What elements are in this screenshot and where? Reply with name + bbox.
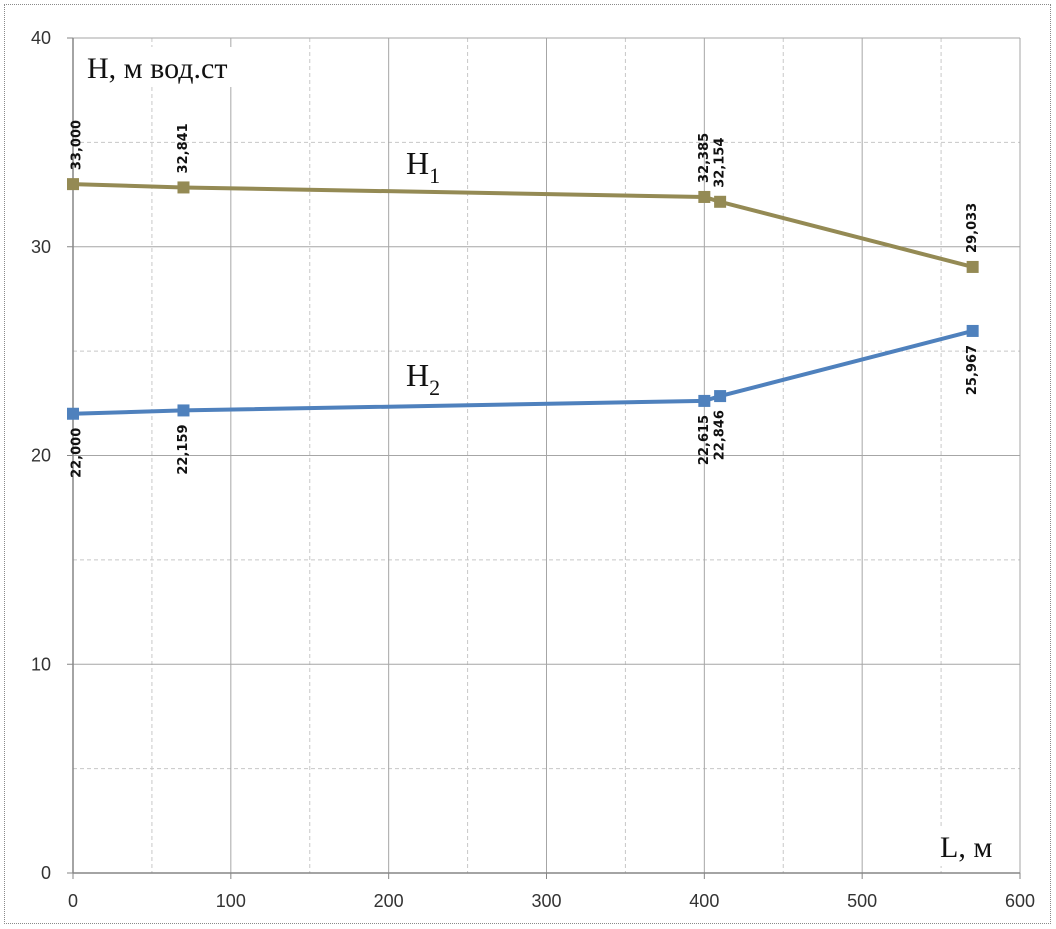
y-tick-label: 30 [31, 237, 51, 257]
x-tick-label: 400 [689, 891, 719, 911]
y-tick-label: 20 [31, 446, 51, 466]
series-h1-name: H1 [406, 145, 440, 188]
data-label-h1: 32,154 [713, 138, 728, 188]
series-lines [72, 182, 974, 416]
x-tick-labels: 0 100 200 300 400 500 600 [68, 891, 1035, 911]
data-point-h2 [698, 394, 711, 407]
data-point-h1 [966, 260, 979, 273]
y-axis-title-bg [82, 47, 272, 87]
x-axis-title: L, м [940, 831, 992, 864]
data-label-h2: 22,000 [70, 428, 85, 478]
data-point-h2 [966, 324, 979, 337]
series-h1-name-bg [401, 145, 449, 185]
data-label-h1: 32,841 [176, 123, 191, 173]
series-h2-name-bg [401, 357, 449, 401]
x-tick-label: 200 [374, 891, 404, 911]
data-point-h1 [67, 178, 79, 191]
y-tick-labels: 0 10 20 30 40 [31, 28, 51, 883]
x-tick-label: 600 [1005, 891, 1035, 911]
axes [67, 37, 1021, 879]
series-line-h1 [72, 182, 974, 269]
data-point-h2 [714, 390, 727, 403]
data-label-h2: 22,615 [697, 415, 712, 465]
y-tick-label: 40 [31, 28, 51, 48]
data-label-h2: 22,846 [713, 410, 728, 460]
x-tick-label: 0 [68, 891, 78, 911]
data-point-h1 [698, 190, 711, 203]
major-gridlines [73, 37, 1021, 873]
data-label-h1: 33,000 [70, 120, 85, 170]
data-labels: 33,000 32,841 32,385 32,154 29,033 22,000 22,1… [70, 120, 981, 478]
data-point-h1 [177, 181, 190, 194]
data-point-h1 [714, 195, 727, 208]
series-line-h2 [72, 329, 974, 416]
chart-frame [4, 4, 1051, 924]
x-tick-label: 300 [531, 891, 561, 911]
data-label-h1: 29,033 [965, 203, 980, 253]
data-point-h2 [177, 404, 190, 417]
series-markers [67, 178, 979, 420]
y-tick-label: 10 [31, 654, 51, 674]
series-h2-name: H2 [406, 357, 440, 400]
x-tick-label: 100 [216, 891, 246, 911]
data-point-h2 [67, 407, 79, 420]
data-label-h2: 25,967 [965, 345, 980, 395]
x-tick-label: 500 [847, 891, 877, 911]
x-axis-title-bg [936, 826, 1012, 866]
y-tick-label: 0 [41, 863, 51, 883]
data-label-h1: 32,385 [697, 133, 712, 183]
y-axis-title: H, м вод.ст [87, 52, 227, 85]
data-label-h2: 22,159 [176, 424, 191, 474]
